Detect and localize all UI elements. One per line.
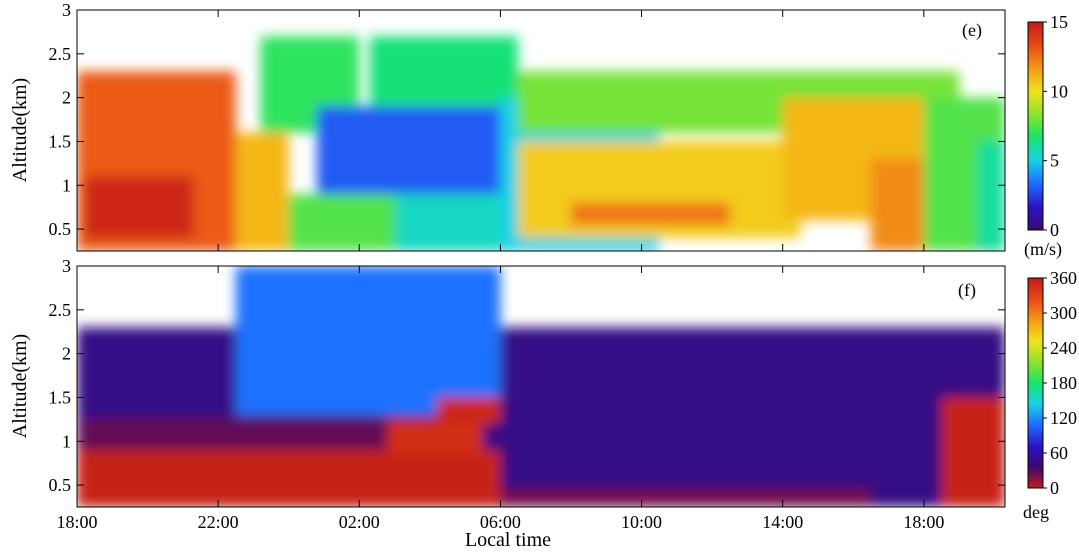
x-tick-label: 22:00 [198,512,239,532]
heatmap-region [500,489,871,507]
heatmap-region [369,36,519,107]
colorbar-tick-label: 15 [1050,12,1068,32]
panel-f-colorbar-ticks: 0 60 120 180 240 300 360 [1043,268,1077,498]
y-tick-label: 1.5 [49,387,72,407]
y-tick-label: 1.5 [49,131,72,151]
panel-f-x-axis: 18:00 22:00 02:00 06:00 10:00 14:00 18:00 [56,10,944,532]
colorbar-tick-label: 360 [1050,268,1077,288]
y-tick-label: 3 [62,256,71,276]
colorbar-tick-label: 240 [1050,338,1077,358]
panel-e-label: (e) [962,20,982,41]
panel-e-y-axis-label: Altitude(km) [9,78,31,182]
panel-e-colorbar-ticks: 0 5 10 15 [1043,12,1068,240]
heatmap-region [77,419,395,451]
panel-f-frame [76,265,1006,508]
y-tick-label: 0.5 [49,475,72,495]
panel-e-colorbar-unit: (m/s) [1024,239,1062,260]
colorbar-tick-label: 180 [1050,373,1077,393]
x-tick-label: 18:00 [56,512,97,532]
x-tick-label: 14:00 [762,512,803,532]
y-tick-label: 2.5 [49,300,72,320]
heatmap-region [77,450,501,507]
heatmap-region [436,397,501,424]
colorbar-tick-label: 5 [1050,151,1059,171]
y-tick-label: 1 [62,431,71,451]
panel-f-colorbar-unit: deg [1023,502,1049,522]
y-tick-label: 2 [62,344,71,364]
colorbar-tick-label: 0 [1050,220,1059,240]
panel-e-colorbar [1027,21,1044,231]
heatmap-region [84,176,194,238]
heatmap-region [316,106,536,195]
heatmap-region [235,132,289,251]
heatmap-region [394,194,501,251]
panel-e: 0.5 1 1.5 2 2.5 3 Altitude(km) (e) 0 5 10 15 (m/… [9,0,1068,260]
heatmap-region [235,266,501,415]
panel-f-heatmap [77,266,1005,507]
x-tick-label: 02:00 [339,512,380,532]
y-tick-label: 3 [62,0,71,20]
x-tick-label: 10:00 [621,512,662,532]
colorbar-tick-label: 0 [1050,478,1059,498]
colorbar-tick-label: 10 [1050,81,1068,101]
y-tick-label: 0.5 [49,219,72,239]
heatmap-region [976,141,1005,251]
heatmap-region [288,194,395,251]
panel-e-heatmap [77,36,1005,251]
y-tick-label: 2.5 [49,44,72,64]
heatmap-region [570,202,730,225]
colorbar-tick-label: 120 [1050,408,1077,428]
heatmap-region [387,419,483,455]
y-tick-label: 1 [62,175,71,195]
x-tick-label: 06:00 [480,512,521,532]
panel-f-colorbar [1027,277,1044,489]
panel-f-y-axis: 0.5 1 1.5 2 2.5 3 [49,256,1005,495]
panel-e-y-axis: 0.5 1 1.5 2 2.5 3 [49,0,1005,239]
panel-f-label: (f) [958,280,976,301]
panel-f: 0.5 1 1.5 2 2.5 3 18:00 22:00 02:00 06:00 10:00 14… [9,10,1077,551]
y-tick-label: 2 [62,88,71,108]
colorbar-tick-label: 300 [1050,303,1077,323]
panel-f-y-axis-label: Altitude(km) [9,334,31,438]
heatmap-region [941,397,1005,507]
panel-f-x-axis-label: Local time [465,529,551,551]
colorbar-tick-label: 60 [1050,443,1068,463]
panel-e-frame [76,9,1006,252]
x-tick-label: 18:00 [903,512,944,532]
